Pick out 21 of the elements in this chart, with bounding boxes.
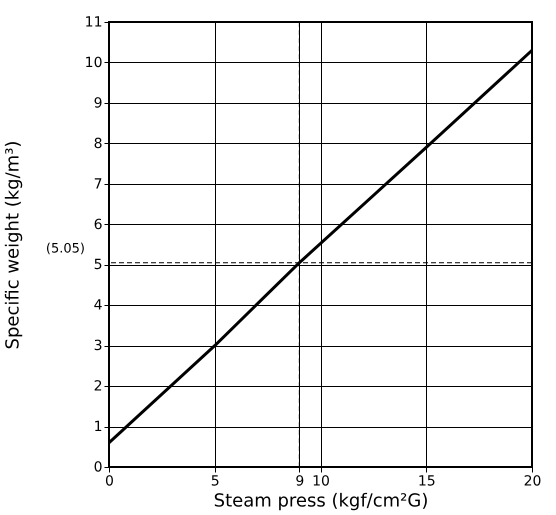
y-tick-label: 1 bbox=[94, 419, 102, 436]
x-tick-label: 20 bbox=[524, 474, 542, 490]
ref-line-label: (5.05) bbox=[46, 242, 85, 257]
y-tick-label: 6 bbox=[94, 216, 103, 233]
x-tick-label: 5 bbox=[210, 474, 220, 490]
y-tick-label: 8 bbox=[94, 136, 102, 152]
y-tick-label: 4 bbox=[94, 298, 103, 314]
x-tick-label: 0 bbox=[105, 474, 114, 490]
y-axis-title: Specific weight (kg/m³) bbox=[2, 140, 24, 350]
y-tick-label: 10 bbox=[84, 54, 102, 71]
y-tick-label: 3 bbox=[94, 338, 102, 354]
y-tick-label: 11 bbox=[84, 14, 102, 30]
y-tick-label: 2 bbox=[94, 378, 102, 395]
y-tick-label: 9 bbox=[94, 95, 102, 112]
x-tick-label: 15 bbox=[418, 474, 436, 490]
x-tick-label: 10 bbox=[312, 474, 330, 490]
x-tick-label: 9 bbox=[295, 474, 304, 490]
y-tick-label: 0 bbox=[94, 460, 102, 476]
x-axis-title: Steam press (kgf/cm²G) bbox=[214, 490, 428, 512]
y-tick-label: 5 bbox=[94, 257, 102, 274]
y-tick-label: 7 bbox=[94, 176, 102, 192]
